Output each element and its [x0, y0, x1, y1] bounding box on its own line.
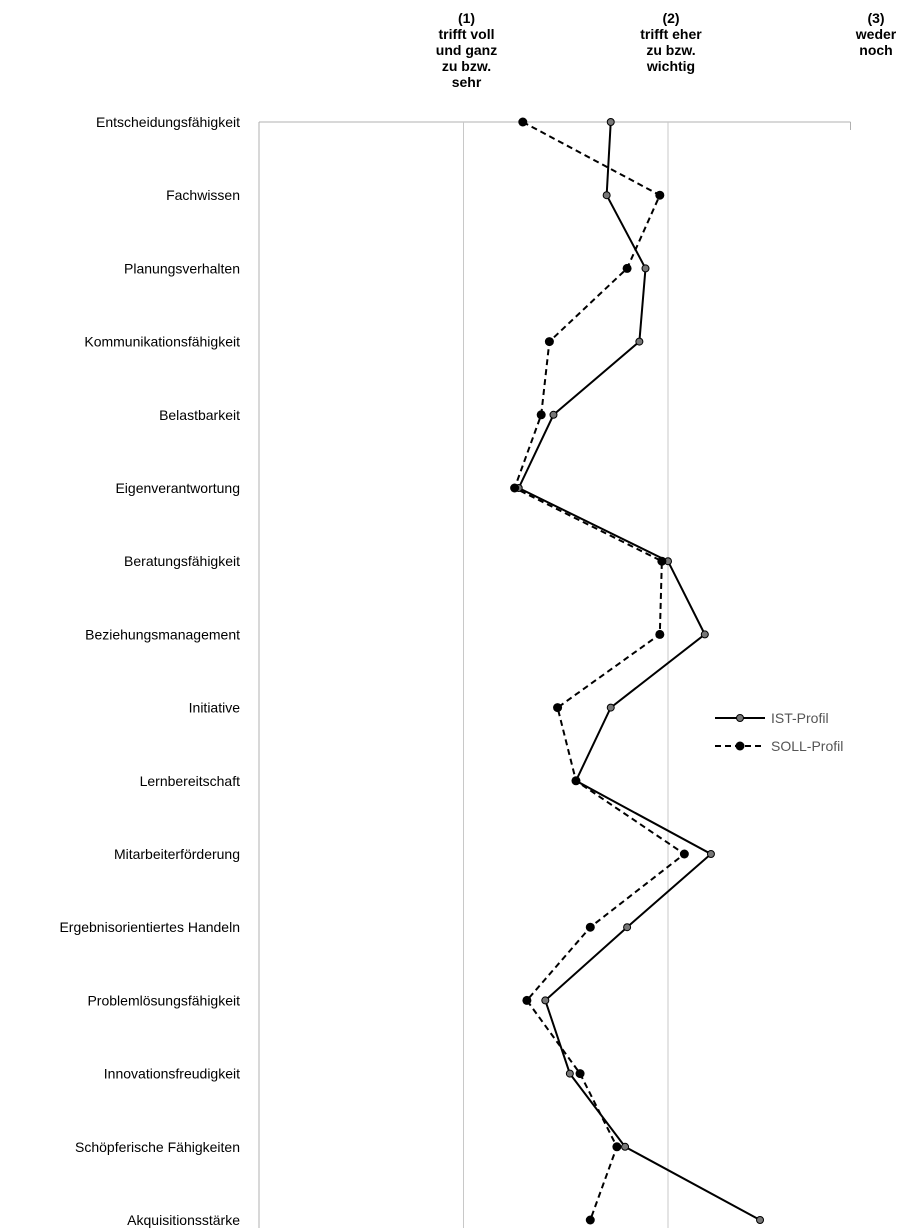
data-point-ist — [635, 337, 644, 346]
category-label: Eigenverantwortung — [115, 480, 240, 496]
series-line-soll — [513, 121, 687, 1221]
legend: IST-Profil SOLL-Profil — [715, 710, 843, 754]
data-point-soll — [571, 776, 581, 786]
data-point-soll — [536, 410, 546, 420]
column-header-line: wichtig — [646, 58, 695, 74]
data-point-ist — [606, 118, 615, 126]
column-header-line: zu bzw. — [442, 58, 491, 74]
data-point-soll — [585, 1215, 595, 1225]
data-point-soll — [510, 483, 520, 493]
data-point-soll — [544, 337, 554, 347]
column-header-line: (1) — [458, 10, 475, 26]
legend-label-soll: SOLL-Profil — [771, 738, 843, 754]
data-point-soll — [655, 629, 665, 639]
column-header-line: sehr — [452, 74, 482, 90]
data-point-ist — [700, 630, 709, 639]
data-point-soll — [679, 849, 689, 859]
legend-marker-soll — [735, 741, 745, 751]
column-header-line: und ganz — [436, 42, 497, 58]
data-point-ist — [565, 1069, 574, 1078]
legend-label-ist: IST-Profil — [771, 710, 829, 726]
data-point-ist — [706, 850, 715, 858]
column-header-line: weder — [855, 26, 897, 42]
grid-lines — [258, 121, 851, 1228]
data-point-soll — [622, 263, 632, 273]
data-point-soll — [553, 703, 563, 713]
column-header-3: (3) weder noch — [855, 10, 897, 58]
category-label: Mitarbeiterförderung — [114, 846, 240, 862]
data-point-soll — [575, 1069, 585, 1079]
column-header-line: zu bzw. — [646, 42, 695, 58]
data-point-ist — [641, 264, 650, 273]
category-label: Beziehungsmanagement — [85, 626, 240, 642]
data-point-ist — [756, 1216, 765, 1224]
data-point-soll — [522, 995, 532, 1005]
data-point-soll — [612, 1142, 622, 1152]
column-header-line: (3) — [867, 10, 884, 26]
category-label: Innovationsfreudigkeit — [104, 1066, 240, 1082]
data-point-soll — [518, 117, 528, 127]
data-point-ist — [623, 923, 632, 932]
data-point-ist — [602, 191, 611, 200]
legend-marker-ist — [736, 714, 744, 722]
data-point-ist — [541, 996, 550, 1005]
category-label: Akquisitionsstärke — [127, 1212, 240, 1228]
series-lines — [510, 117, 765, 1225]
category-labels: Entscheidungsfähigkeit Fachwissen Planungs… — [59, 114, 240, 1228]
category-label: Lernbereitschaft — [140, 773, 241, 789]
data-point-soll — [655, 190, 665, 200]
category-label: Initiative — [189, 700, 241, 716]
category-label: Entscheidungsfähigkeit — [96, 114, 240, 130]
data-point-soll — [585, 922, 595, 932]
category-label: Beratungsfähigkeit — [124, 553, 240, 569]
category-label: Schöpferische Fähigkeiten — [75, 1139, 240, 1155]
category-label: Problemlösungsfähigkeit — [87, 992, 240, 1008]
column-header-line: trifft eher — [640, 26, 702, 42]
column-header-1: (1) trifft voll und ganz zu bzw. sehr — [436, 10, 497, 90]
category-label: Belastbarkeit — [159, 407, 240, 423]
category-label: Planungsverhalten — [124, 260, 240, 276]
category-label: Fachwissen — [166, 187, 240, 203]
series-line-ist — [517, 121, 761, 1221]
column-header-line: (2) — [662, 10, 679, 26]
data-point-soll — [657, 556, 667, 566]
category-label: Ergebnisorientiertes Handeln — [59, 919, 240, 935]
data-point-ist — [606, 703, 615, 712]
column-header-line: noch — [859, 42, 892, 58]
data-point-ist — [621, 1142, 630, 1151]
category-label: Kommunikationsfähigkeit — [84, 334, 240, 350]
column-header-2: (2) trifft eher zu bzw. wichtig — [640, 10, 702, 74]
column-header-line: trifft voll — [439, 26, 495, 42]
data-point-ist — [549, 410, 558, 419]
column-headers: (1) trifft voll und ganz zu bzw. sehr(2) trif… — [436, 10, 897, 90]
